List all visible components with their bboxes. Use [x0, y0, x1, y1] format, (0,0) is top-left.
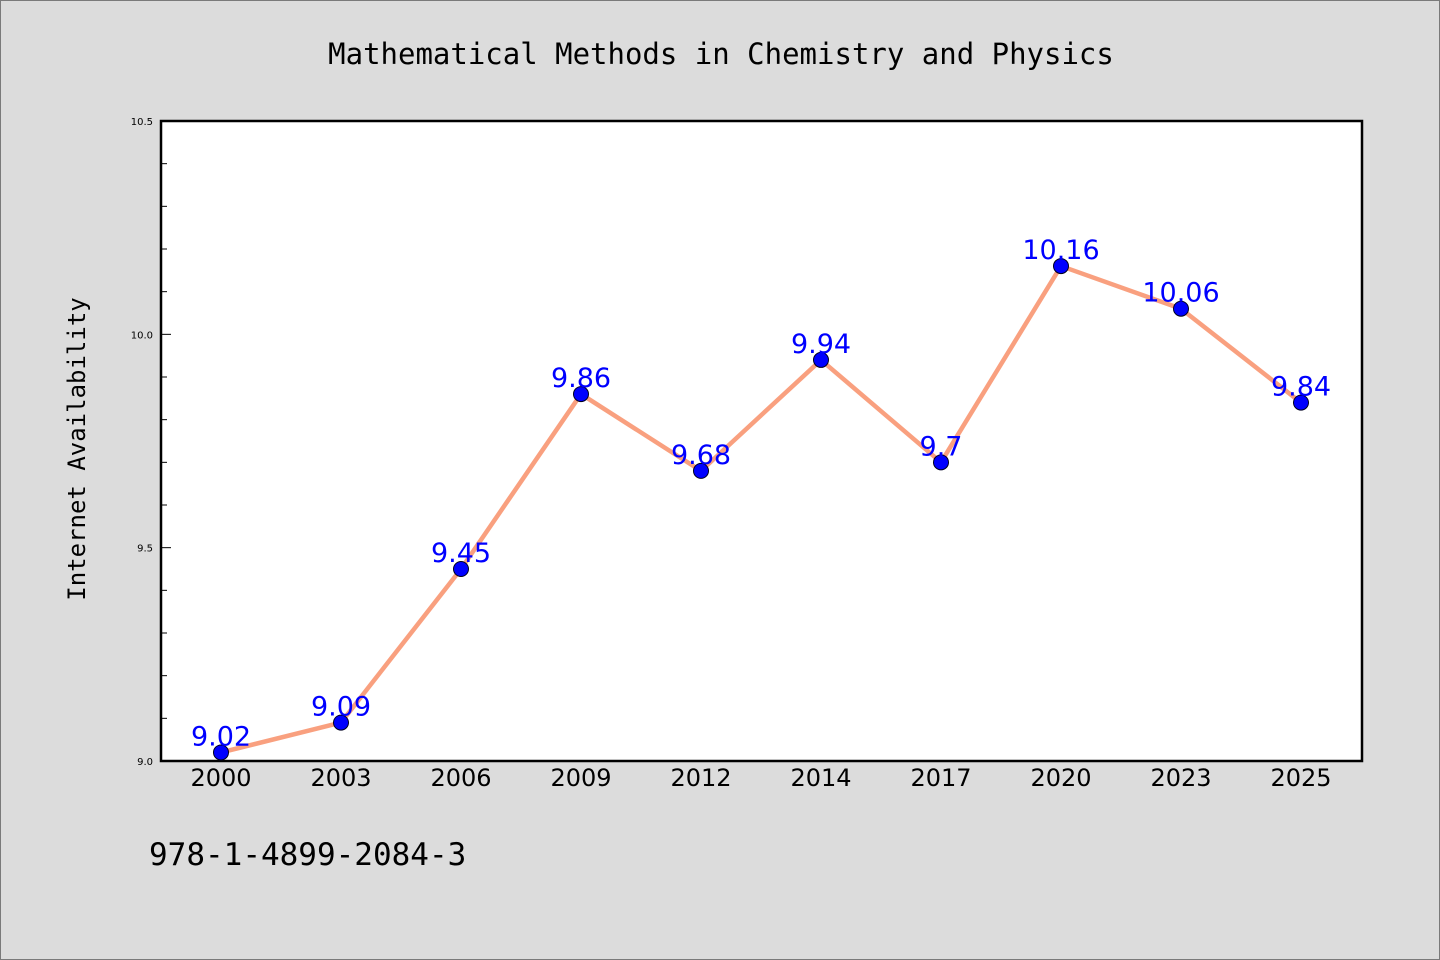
y-tick-label: 9.0	[137, 757, 153, 768]
y-axis-label: Internet Availability	[63, 297, 91, 600]
x-axis: 2000 2003 2006 2009 2012 2014 2017 2020 2023 2025	[190, 764, 1331, 792]
data-point	[453, 561, 469, 577]
x-tick-label: 2017	[910, 764, 971, 792]
x-tick-label: 2025	[1270, 764, 1331, 792]
data-point	[1173, 300, 1189, 317]
data-label: 9.02	[191, 721, 251, 752]
series-layer: 9.02 9.09 9.45 9.86 9.68 9.94 9.7 10.16 10.06 9.8…	[191, 235, 1331, 761]
y-tick-label: 10.0	[131, 330, 153, 341]
data-point	[1053, 258, 1069, 275]
isbn-text: 978-1-4899-2084-3	[149, 837, 466, 873]
data-label: 9.84	[1271, 372, 1331, 403]
data-point	[693, 462, 709, 479]
x-tick-label: 2003	[310, 764, 371, 792]
chart-title: Mathematical Methods in Chemistry and Ph…	[328, 37, 1114, 71]
x-tick-label: 2012	[670, 764, 731, 792]
data-label: 9.86	[551, 363, 611, 394]
data-point	[933, 454, 949, 471]
data-label: 9.94	[791, 329, 851, 360]
x-tick-label: 2020	[1030, 764, 1091, 792]
x-tick-label: 2009	[550, 764, 611, 792]
data-point	[213, 744, 229, 761]
data-point	[573, 386, 589, 403]
data-point	[813, 351, 829, 368]
y-tick-label: 9.5	[137, 544, 153, 555]
data-label: 10.06	[1142, 278, 1219, 309]
y-axis: 9.0 9.5 10.0 10.5	[131, 117, 171, 768]
data-label: 10.16	[1022, 235, 1099, 266]
x-tick-label: 2000	[190, 764, 251, 792]
series-line	[218, 263, 1304, 755]
data-label: 9.09	[311, 692, 371, 723]
data-label: 9.45	[431, 538, 491, 569]
x-tick-label: 2006	[430, 764, 491, 792]
data-point	[1293, 394, 1309, 411]
data-label: 9.68	[671, 440, 731, 471]
data-point	[333, 714, 349, 731]
x-tick-label: 2014	[790, 764, 851, 792]
y-tick-label: 10.5	[131, 117, 153, 128]
plot-area	[159, 119, 1364, 763]
data-label: 9.7	[920, 431, 963, 462]
x-tick-label: 2023	[1150, 764, 1211, 792]
